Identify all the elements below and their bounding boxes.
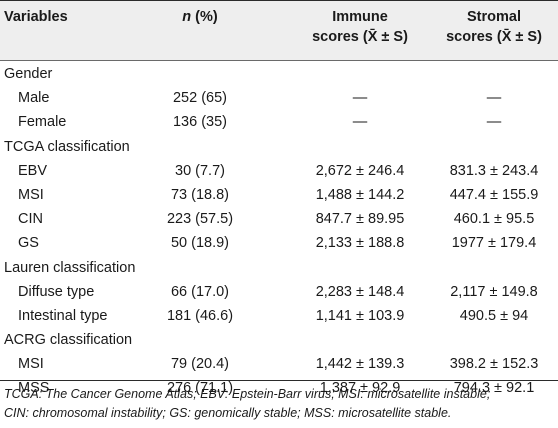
table-row: CIN 223 (57.5) 847.7 ± 89.95 460.1 ± 95.5	[0, 207, 558, 231]
table-footnote: TCGA: The Cancer Genome Atlas; EBV: Epst…	[4, 385, 556, 423]
header-n-rest: (%)	[191, 9, 218, 25]
cell-n-percent: 276 (71.1)	[166, 380, 234, 397]
cell-n-percent: 181 (46.6)	[166, 307, 234, 324]
cell-stromal-score: 794.3 ± 92.1	[453, 380, 535, 397]
cell-n-percent: 30 (7.7)	[175, 162, 225, 179]
header-variables: Variables	[4, 9, 68, 25]
cell-variable: Gender	[4, 66, 53, 82]
cell-immune-score: 1,442 ± 139.3	[315, 356, 405, 373]
cell-variable: EBV	[18, 162, 48, 179]
table-header: Variables n (%) Immune scores (X̄ ± S) S…	[0, 1, 558, 61]
cell-variable: MSS	[18, 380, 50, 397]
bottom-rule	[0, 380, 558, 381]
cell-immune-score: —	[352, 90, 368, 107]
cell-variable: CIN	[18, 211, 43, 228]
cell-stromal-score: 1977 ± 179.4	[451, 235, 537, 252]
header-immune-scores: Immune scores (X̄ ± S)	[285, 7, 435, 47]
header-n-italic: n	[182, 9, 192, 25]
cell-variable: Intestinal type	[18, 307, 108, 324]
table-row: MSS 276 (71.1) 1,387 ± 92.9 794.3 ± 92.1	[0, 376, 558, 400]
table-group-row: ACRG classification	[0, 328, 558, 352]
footnote-line-1: TCGA: The Cancer Genome Atlas; EBV: Epst…	[4, 387, 491, 401]
table-group-row: Lauren classification	[0, 256, 558, 280]
table-row: MSI 79 (20.4) 1,442 ± 139.3 398.2 ± 152.3	[0, 352, 558, 376]
table-group-row: Gender	[0, 62, 558, 86]
header-stromal-line1: Stromal	[467, 9, 521, 25]
cell-n-percent: 50 (18.9)	[170, 235, 230, 252]
table-group-row: TCGA classification	[0, 135, 558, 159]
cell-n-percent: 73 (18.8)	[170, 186, 230, 203]
cell-stromal-score: 398.2 ± 152.3	[449, 356, 539, 373]
header-immune-line1: Immune	[332, 9, 388, 25]
cell-stromal-score: 831.3 ± 243.4	[449, 162, 539, 179]
cell-stromal-score: —	[486, 114, 502, 131]
cell-n-percent: 223 (57.5)	[166, 211, 234, 228]
cell-variable: Lauren classification	[4, 259, 136, 276]
cell-immune-score: 2,133 ± 188.8	[315, 235, 405, 252]
cell-stromal-score: 490.5 ± 94	[459, 307, 529, 324]
cell-n-percent: 66 (17.0)	[170, 283, 230, 300]
table-row: EBV 30 (7.7) 2,672 ± 246.4 831.3 ± 243.4	[0, 159, 558, 183]
table-row: GS 50 (18.9) 2,133 ± 188.8 1977 ± 179.4	[0, 231, 558, 255]
table-body: Gender Male 252 (65) — — Female 136 (35) — — TCGA…	[0, 62, 558, 401]
cell-stromal-score: 2,117 ± 149.8	[450, 283, 538, 300]
header-n-percent: n (%)	[160, 7, 240, 27]
cell-immune-score: 1,141 ± 103.9	[315, 307, 405, 324]
table-row: MSI 73 (18.8) 1,488 ± 144.2 447.4 ± 155.9	[0, 183, 558, 207]
cell-variable: MSI	[18, 356, 44, 373]
cell-variable: MSI	[18, 186, 44, 203]
cell-variable: ACRG classification	[4, 332, 133, 349]
header-immune-line2: scores (X̄ ± S)	[312, 29, 408, 45]
cell-stromal-score: 460.1 ± 95.5	[453, 211, 535, 228]
cell-immune-score: 1,488 ± 144.2	[315, 186, 405, 203]
cell-stromal-score: —	[486, 90, 502, 107]
cell-stromal-score: 447.4 ± 155.9	[449, 186, 539, 203]
table-row: Intestinal type 181 (46.6) 1,141 ± 103.9 49…	[0, 304, 558, 328]
cell-immune-score: 2,283 ± 148.4	[315, 283, 405, 300]
cell-variable: Female	[18, 114, 67, 131]
table-row: Diffuse type 66 (17.0) 2,283 ± 148.4 2,117 …	[0, 280, 558, 304]
cell-immune-score: 1,387 ± 92.9	[319, 380, 401, 397]
header-stromal-line2: scores (X̄ ± S)	[446, 29, 542, 45]
top-rule	[0, 0, 558, 1]
cell-variable: GS	[18, 235, 39, 252]
cell-n-percent: 252 (65)	[172, 90, 227, 107]
cell-variable: TCGA classification	[4, 138, 130, 155]
cell-immune-score: —	[352, 114, 368, 131]
table-row: Male 252 (65) — —	[0, 86, 558, 110]
cell-immune-score: 2,672 ± 246.4	[315, 162, 405, 179]
cell-n-percent: 136 (35)	[172, 114, 227, 131]
cell-variable: Diffuse type	[18, 283, 95, 300]
header-stromal-scores: Stromal scores (X̄ ± S)	[430, 7, 558, 47]
cell-variable: Male	[18, 90, 50, 107]
cell-n-percent: 79 (20.4)	[170, 356, 230, 373]
cell-immune-score: 847.7 ± 89.95	[315, 211, 405, 228]
footnote-line-2: CIN: chromosomal instability; GS: genomi…	[4, 406, 452, 420]
table-row: Female 136 (35) — —	[0, 110, 558, 134]
